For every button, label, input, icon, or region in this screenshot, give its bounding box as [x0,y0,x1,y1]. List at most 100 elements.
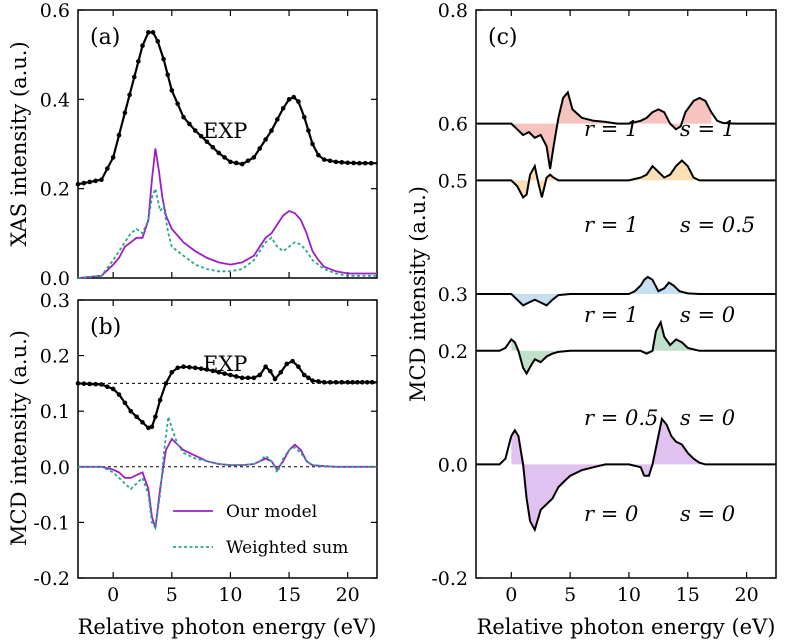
series-line-our-model [77,148,377,279]
x-tick-label: 20 [336,584,360,606]
data-point [116,132,122,138]
data-point [257,372,263,378]
data-point [263,137,268,142]
data-point [127,92,132,98]
data-point [333,159,339,165]
data-point [122,400,128,406]
mcd-fill-area [511,419,712,530]
data-point [284,361,290,367]
s-parameter-label: s = 0 [680,303,735,327]
data-point [239,161,245,167]
data-point [362,160,368,166]
y-tick-label: 0.3 [438,284,468,306]
panel-label: (b) [90,315,121,340]
data-point [146,425,151,431]
series-line-weighted-sum [78,416,377,531]
data-point [355,379,360,385]
s-parameter-label: s = 0.5 [680,213,755,237]
data-point [216,150,222,156]
data-point [169,88,175,93]
data-point [291,94,297,100]
exp-annotation: EXP [203,119,247,143]
data-point [239,375,245,381]
y-tick-label: -0.1 [33,512,70,534]
data-point [327,158,333,164]
panel-label: (c) [488,25,518,50]
data-point [290,358,295,364]
s-parameter-label: s = 0 [680,502,735,526]
data-point [131,74,137,80]
data-point [105,166,110,171]
y-tick-label: -0.2 [431,568,468,590]
data-point [153,414,158,420]
data-point [321,379,327,385]
legend-label: Our model [226,502,317,522]
y-tick-label: 0.6 [438,114,468,136]
data-point [216,369,222,375]
y-tick-label: 0.1 [40,401,70,423]
data-point [316,152,321,158]
data-point [122,110,128,116]
data-point [228,159,233,165]
x-tick-label: 5 [564,584,576,606]
data-point [275,117,280,122]
data-point [93,381,98,387]
data-point [99,382,104,387]
data-point [93,178,98,184]
data-point [296,99,301,104]
mcd-fill-area [511,160,712,198]
data-point [210,368,216,374]
r-parameter-label: r = 1 [584,117,638,141]
data-point [187,121,192,127]
data-point [81,381,87,386]
panel-a: 0.0 0.2 0.4 0.6 (a) EXP XAS intensity (a.u.) [7,0,378,290]
data-point [87,179,93,185]
data-point [310,141,315,147]
data-point [345,160,350,166]
data-point [150,30,156,35]
data-point [140,420,145,425]
y-tick-label: 0.2 [40,346,70,368]
x-tick-label: 20 [734,584,758,606]
data-point [357,160,362,166]
data-point [81,180,87,186]
r-parameter-label: r = 0.5 [584,406,658,430]
panel-label: (a) [90,25,120,50]
data-point [296,364,301,370]
x-axis-label: Relative photon energy (eV) [78,615,377,639]
data-point [306,128,311,133]
data-point [192,128,198,133]
data-point [155,38,161,44]
data-point [339,379,345,385]
data-point [286,97,292,102]
data-point [204,139,210,145]
mcd-fill-area [511,277,712,306]
y-axis-label: MCD intensity (a.u.) [7,330,31,546]
data-point [175,365,180,371]
s-parameter-label: s = 0 [680,406,735,430]
panel-b: 0 5 10 15 20 -0.2 -0.1 0.0 0.1 0.2 0.3 (b) EXP Our mo… [7,290,378,639]
x-tick-label: 15 [676,584,700,606]
y-tick-label: 0.0 [438,454,468,476]
data-point [333,379,339,385]
r-parameter-label: r = 0 [584,502,638,526]
data-point [140,43,145,49]
data-point [302,114,307,120]
data-point [369,379,375,385]
data-point [192,365,198,371]
y-tick-label: 0.2 [40,179,70,201]
data-point [257,146,263,151]
x-tick-label: 0 [505,584,517,606]
series-line-weighted-sum [77,185,377,279]
data-point [116,392,122,397]
data-point [110,386,116,392]
mcd-curve [476,416,776,533]
data-point [181,114,186,120]
legend-label: Weighted sum [226,538,348,558]
series-line-our-model [78,437,377,529]
data-point [351,160,356,166]
mcd-curve [476,319,776,376]
data-point [350,379,355,385]
data-point [210,145,216,150]
data-point [251,375,257,381]
